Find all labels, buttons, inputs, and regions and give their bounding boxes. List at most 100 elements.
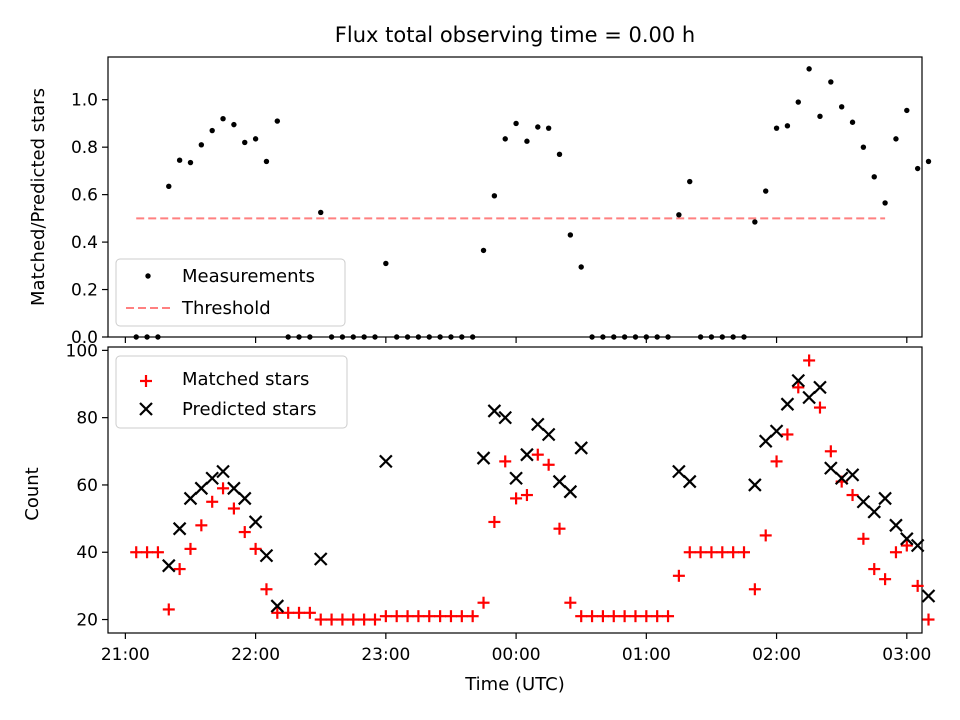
measurement-point (318, 209, 324, 216)
measurement-point (415, 334, 422, 340)
top-plot-frame (107, 56, 923, 338)
matched-star-point (488, 515, 501, 528)
measurement-point (925, 158, 932, 165)
top-y-axis-label: Matched/Predicted stars (28, 88, 49, 306)
measurement-point (187, 159, 194, 166)
measurement-point (252, 136, 259, 142)
predicted-star-point (856, 494, 871, 509)
predicted-star-point (509, 471, 523, 486)
measurement-point (198, 142, 205, 148)
matched-star-point (575, 610, 588, 623)
matched-star-point (922, 613, 935, 626)
measurement-point (491, 193, 498, 199)
bottom-legend: Matched stars Predicted stars (115, 355, 348, 429)
matched-star-point (640, 610, 653, 623)
predicted-star-point (845, 468, 860, 482)
matched-star-point (347, 613, 360, 626)
measurement-point (784, 123, 791, 129)
predicted-star-point (867, 505, 882, 519)
top-chart-title: Flux total observing time = 0.00 h (335, 23, 695, 47)
matched-star-point (271, 606, 284, 619)
matched-star-point (727, 546, 740, 559)
predicted-star-point (921, 589, 936, 603)
x-tick-label: 00:00 (492, 645, 541, 665)
matched-star-point (520, 489, 533, 502)
y-tick-label: 20 (76, 611, 98, 631)
measurement-point (361, 334, 367, 340)
predicted-star-point (889, 518, 903, 533)
predicted-star-point (758, 434, 773, 448)
measurement-point (838, 104, 845, 110)
matched-star-point (694, 546, 707, 559)
top-legend: Measurements Threshold (115, 258, 346, 327)
matched-star-point (477, 596, 490, 609)
matched-star-point (325, 613, 338, 626)
measurement-point (231, 121, 237, 128)
measurement-point (144, 334, 150, 340)
matched-star-point (499, 455, 512, 468)
bottom-plot-frame (107, 346, 923, 634)
matched-star-point (249, 542, 262, 555)
y-tick-label: 0.2 (71, 281, 98, 301)
measurement-point (795, 99, 801, 105)
predicted-star-point (682, 474, 697, 489)
matched-star-point (716, 546, 729, 559)
measurement-point (524, 138, 530, 144)
x-tick-label: 01:00 (622, 645, 671, 665)
matched-star-point (401, 610, 414, 623)
matched-star-point (510, 492, 523, 505)
matched-star-point (889, 546, 902, 559)
x-tick-label: 22:00 (231, 645, 280, 665)
measurement-point (285, 334, 291, 340)
measurement-point (307, 334, 313, 340)
matched-star-point (868, 563, 881, 576)
measurement-point (654, 334, 660, 340)
matched-star-point (738, 546, 751, 559)
matched-star-point (390, 610, 403, 623)
predicted-star-point (791, 373, 806, 388)
matched-star-point (455, 610, 468, 623)
measurement-point (578, 264, 584, 270)
measurement-point (383, 260, 389, 267)
predicted-star-point (183, 491, 198, 506)
y-tick-label: 100 (66, 341, 98, 361)
measurement-point (849, 119, 856, 125)
x-tick-label: 23:00 (361, 645, 410, 665)
measurement-point (914, 165, 921, 172)
matched-star-point (553, 522, 566, 535)
bottom-panel: 20 40 60 80 100 21:00 22:00 23:00 00:00 01:00 02:… (22, 341, 936, 695)
matched-star-point (607, 610, 620, 623)
matched-star-point (358, 613, 371, 626)
matched-star-point (238, 526, 251, 539)
predicted-star-point (563, 484, 578, 499)
y-tick-label: 0.6 (71, 186, 98, 206)
matched-star-point (900, 539, 913, 552)
legend-matched-marker (140, 375, 152, 387)
measurement-point (155, 334, 161, 340)
predicted-star-point (878, 491, 892, 506)
predicted-star-point (520, 447, 534, 462)
matched-star-point (759, 529, 772, 542)
matched-star-point (629, 610, 642, 623)
predicted-star-point (574, 441, 588, 455)
predicted-star-point (259, 548, 274, 563)
matched-star-point (618, 610, 631, 623)
matched-star-point (586, 610, 599, 623)
measurement-point (263, 158, 270, 165)
measurement-point (893, 136, 899, 142)
measurement-point (448, 334, 454, 340)
predicted-star-point (498, 410, 513, 425)
x-tick-label: 02:00 (752, 645, 801, 665)
measurement-point (752, 219, 758, 225)
matched-star-point (336, 613, 349, 626)
measurement-point (350, 334, 356, 340)
matched-star-point (293, 606, 306, 619)
top-y-ticks: 0.0 0.2 0.4 0.6 0.8 1.0 (71, 91, 108, 348)
measurement-point (676, 212, 682, 218)
matched-star-point (781, 428, 794, 441)
measurement-point (404, 334, 411, 340)
matched-star-point (824, 445, 837, 458)
measurement-point (730, 334, 736, 340)
measurement-point (328, 334, 335, 340)
